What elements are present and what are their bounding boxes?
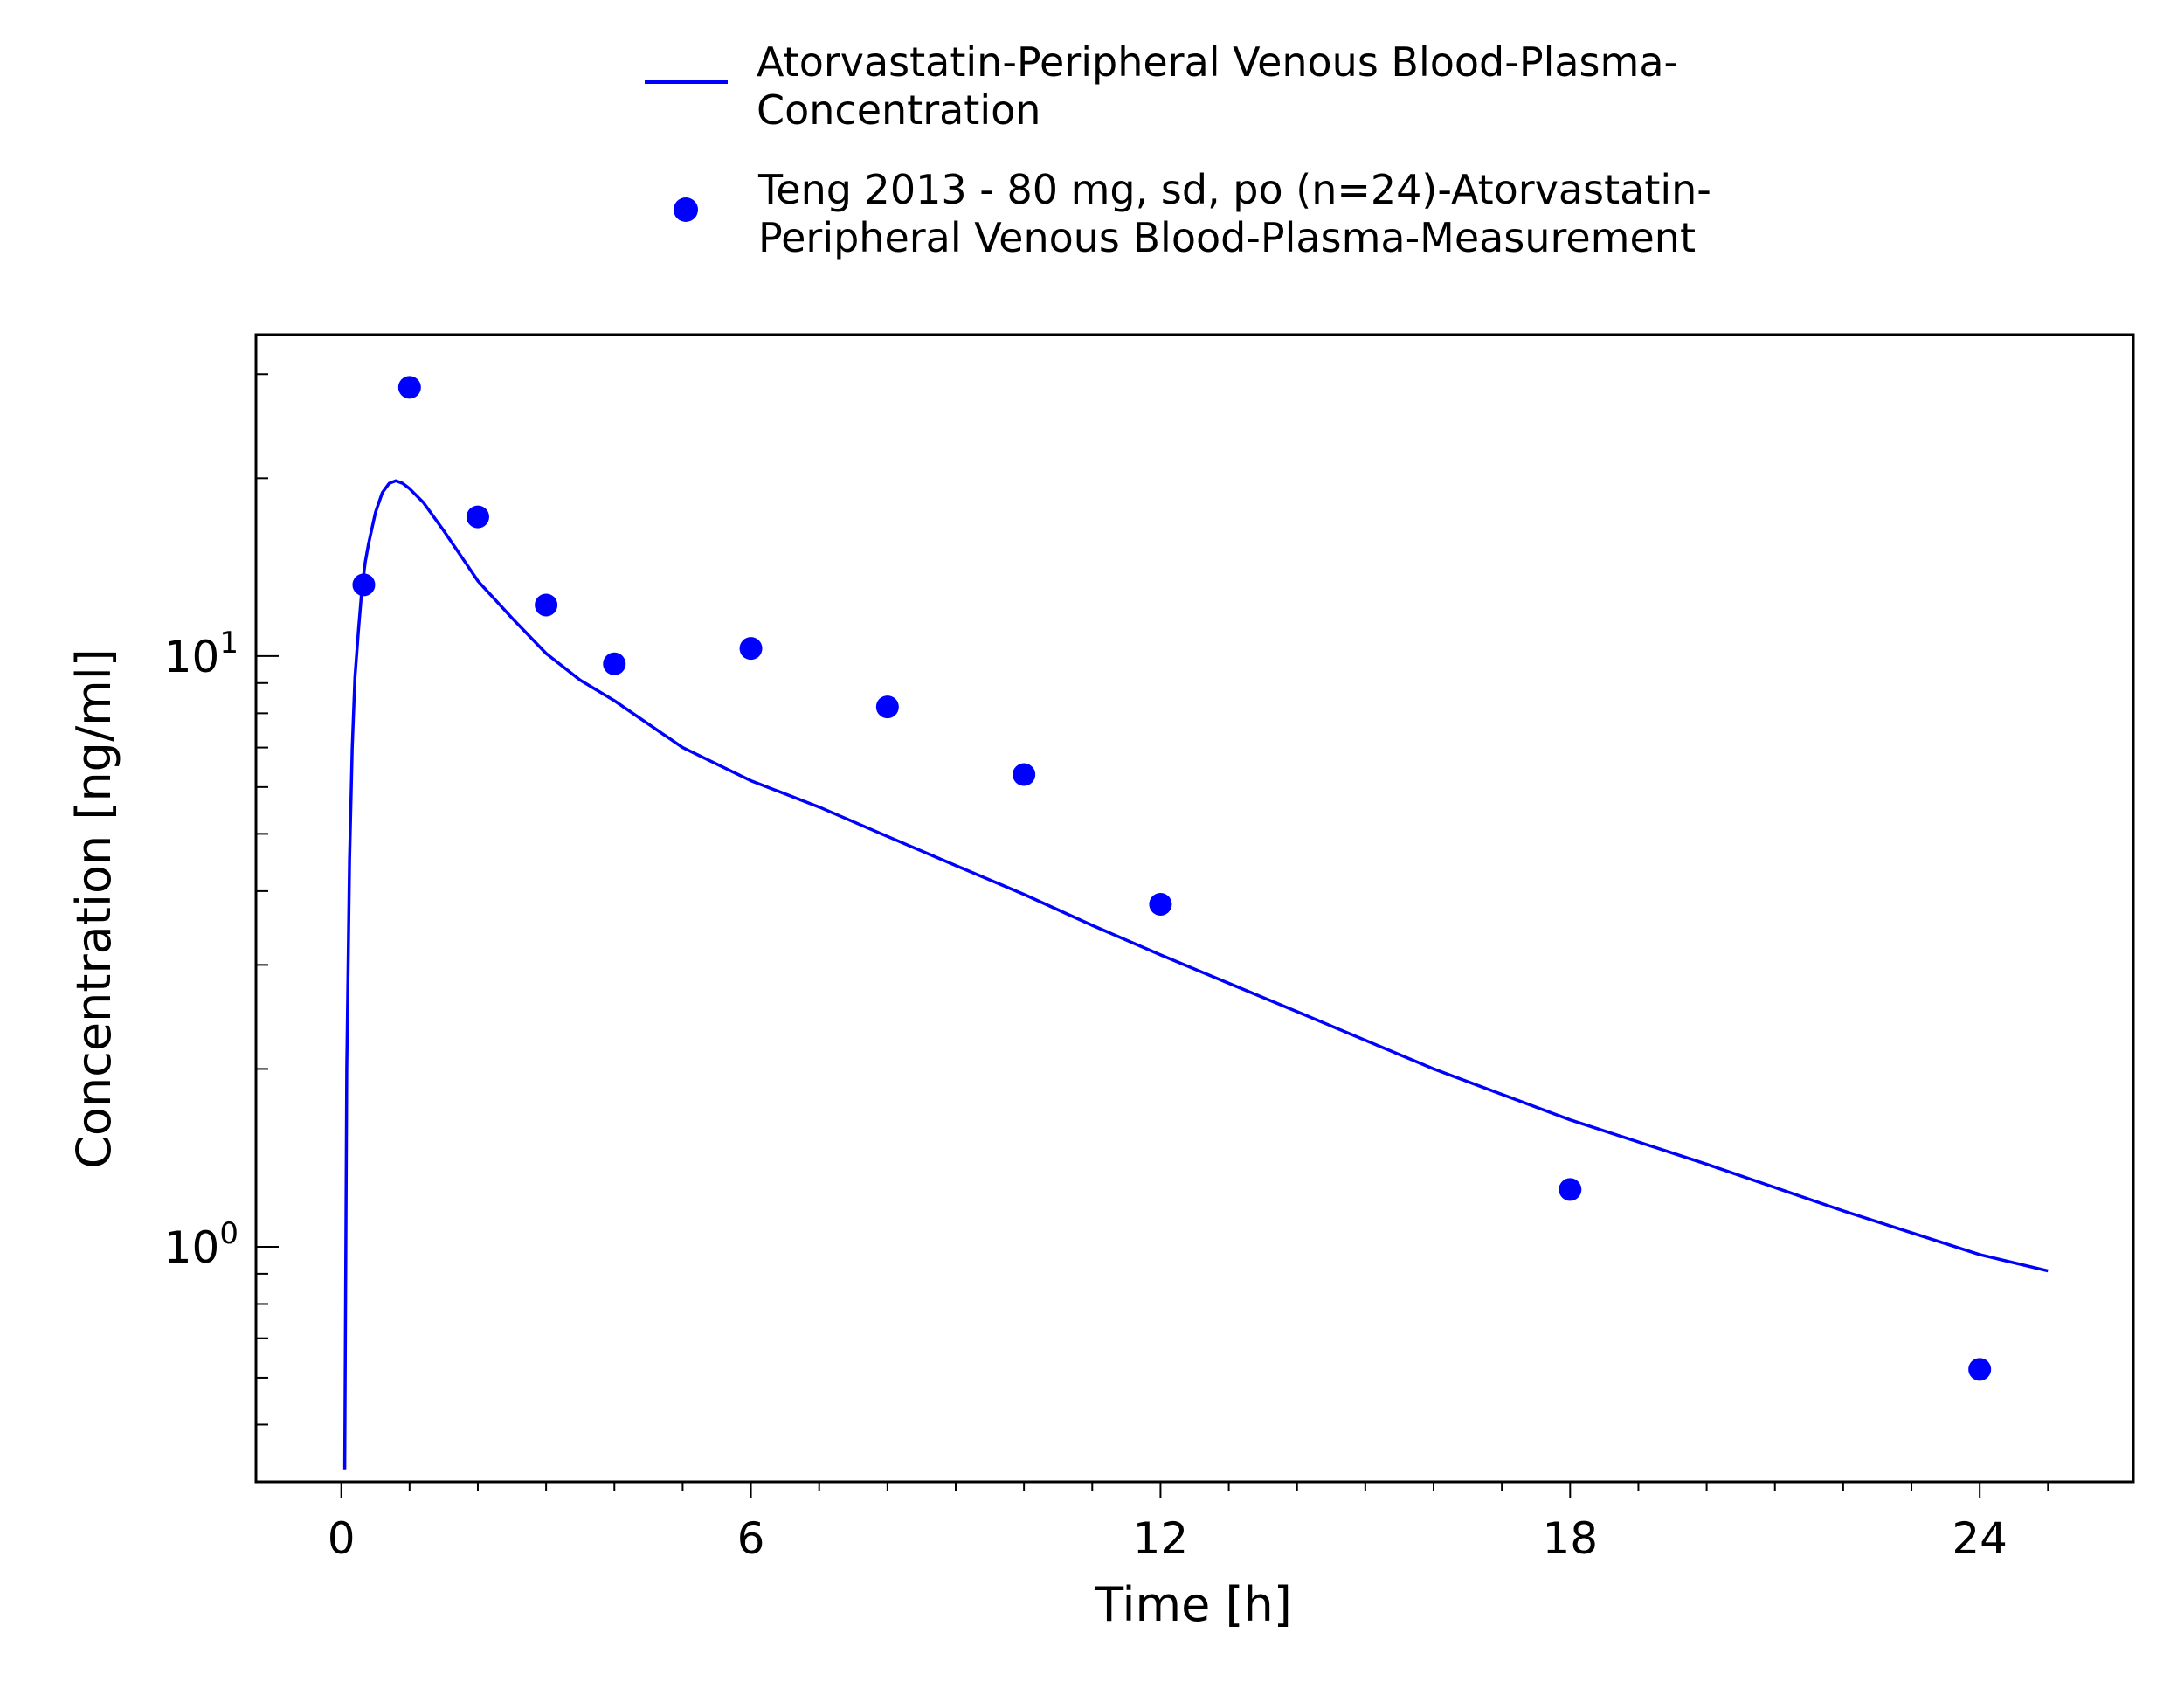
y-tick-label: 100 (164, 1216, 238, 1273)
x-tick-label: 24 (1952, 1513, 2008, 1564)
simulation-curve (342, 479, 2049, 1470)
y-tick-exponent: 1 (219, 626, 238, 661)
measurement-point (466, 505, 489, 529)
legend-entry: Atorvastatin-Peripheral Venous Blood-Pla… (645, 38, 1678, 134)
legend-label: Concentration (757, 86, 1040, 134)
measurement-point (739, 637, 763, 661)
x-tick-label: 6 (737, 1513, 765, 1564)
measurement-point (1968, 1358, 1992, 1381)
x-tick-label: 0 (328, 1513, 356, 1564)
y-tick-exponent: 0 (219, 1216, 238, 1251)
measurement-point (535, 593, 558, 617)
legend: Atorvastatin-Peripheral Venous Blood-Pla… (645, 38, 1711, 261)
legend-circle-marker (674, 197, 698, 222)
plot-area (342, 376, 2049, 1470)
y-tick-base: 10 (164, 1222, 220, 1273)
legend-label: Teng 2013 - 80 mg, sd, po (n=24)-Atorvas… (757, 166, 1711, 213)
measurement-point (397, 376, 421, 399)
measurement-point (1149, 892, 1172, 916)
x-axis: 0 6 12 18 24 (328, 1482, 2049, 1564)
measurement-point (352, 573, 376, 597)
measurement-point (875, 695, 899, 719)
measurement-point (603, 652, 626, 675)
x-tick-label: 18 (1542, 1513, 1598, 1564)
legend-entry: Teng 2013 - 80 mg, sd, po (n=24)-Atorvas… (674, 166, 1711, 261)
legend-label: Peripheral Venous Blood-Plasma-Measureme… (758, 214, 1696, 261)
x-axis-label: Time [h] (1094, 1577, 1292, 1632)
measurement-point (1013, 763, 1036, 786)
legend-label: Atorvastatin-Peripheral Venous Blood-Pla… (757, 38, 1678, 86)
x-tick-label: 12 (1133, 1513, 1189, 1564)
y-tick-label: 101 (164, 626, 238, 682)
plot-frame (254, 333, 2135, 1484)
y-axis-label: Concentration [ng/ml] (66, 648, 121, 1169)
y-tick-base: 10 (164, 632, 220, 682)
measurement-point (1559, 1178, 1582, 1201)
